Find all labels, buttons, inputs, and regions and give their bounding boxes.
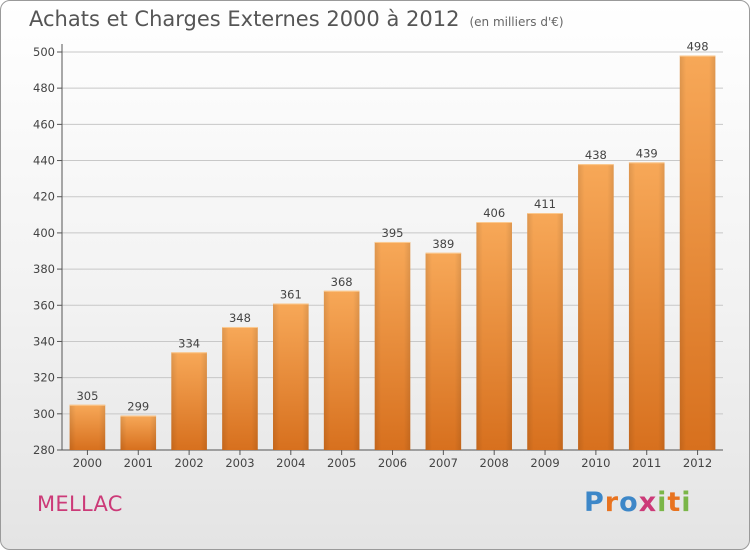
data-label: 299 [127, 400, 149, 414]
x-tick-label: 2005 [327, 456, 356, 470]
y-tick-label: 400 [33, 226, 55, 240]
x-tick-label: 2006 [378, 456, 407, 470]
data-label: 498 [687, 40, 709, 54]
x-tick-label: 2007 [429, 456, 458, 470]
bar-shade [679, 55, 716, 450]
x-tick-label: 2001 [124, 456, 153, 470]
proxiti-logo: Proxiti [584, 487, 692, 518]
y-tick-label: 340 [33, 334, 55, 348]
data-label: 411 [534, 197, 556, 211]
title-text: Achats et Charges Externes 2000 à 2012 [29, 7, 460, 31]
brand-letter: P [584, 487, 605, 518]
data-label: 334 [178, 336, 200, 350]
y-tick-label: 300 [33, 407, 55, 421]
x-tick-label: 2009 [530, 456, 559, 470]
y-tick-label: 360 [33, 298, 55, 312]
bar-shade [69, 404, 106, 450]
data-label: 348 [229, 311, 251, 325]
data-label: 438 [585, 148, 607, 162]
label-layer: 305 299 334 348 361 368 395 389 406 411 438 439 498 [76, 40, 708, 414]
y-tick-label: 380 [33, 262, 55, 276]
bar-shade [628, 162, 665, 450]
unit-label: (en milliers d'€) [469, 15, 564, 29]
data-label: 361 [280, 287, 302, 301]
x-tick-label: 2003 [225, 456, 254, 470]
data-label: 395 [382, 226, 404, 240]
commune-name: MELLAC [37, 492, 123, 516]
bar-layer [69, 55, 716, 450]
y-tick-label: 320 [33, 371, 55, 385]
bar-shade [425, 252, 462, 450]
y-tick-label: 500 [33, 45, 55, 59]
y-tick-label: 460 [33, 117, 55, 131]
bar-shade [374, 241, 411, 450]
bar-shade [527, 213, 563, 450]
brand-letter: i [657, 487, 668, 518]
brand-letter: t [667, 487, 682, 518]
bar-shade [476, 222, 512, 450]
chart-title: Achats et Charges Externes 2000 à 2012 (e… [29, 7, 564, 31]
x-tick-label: 2008 [480, 456, 509, 470]
y-tick-label: 440 [33, 154, 55, 168]
bar-shade [120, 415, 157, 450]
y-tick-label: 420 [33, 190, 55, 204]
bar-shade [273, 303, 309, 450]
data-label: 439 [636, 146, 658, 160]
data-label: 305 [76, 389, 98, 403]
x-tick-label: 2010 [581, 456, 610, 470]
data-label: 406 [483, 206, 505, 220]
brand-letter: r [604, 487, 620, 518]
brand-letter: x [638, 487, 658, 518]
brand-letter: o [619, 487, 639, 518]
data-label: 368 [331, 275, 353, 289]
y-tick-label: 280 [33, 443, 55, 457]
x-tick-label: 2000 [73, 456, 102, 470]
brand-letter: i [681, 487, 692, 518]
y-tick-label: 480 [33, 81, 55, 95]
bar-shade [222, 326, 258, 450]
bar-shade [323, 290, 360, 450]
x-tick-label: 2012 [683, 456, 712, 470]
x-tick-label: 2002 [174, 456, 203, 470]
x-tick-label: 2011 [632, 456, 661, 470]
data-label: 389 [432, 237, 454, 251]
x-tick-label: 2004 [276, 456, 305, 470]
bar-shade [578, 164, 614, 450]
bar-shade [171, 352, 207, 450]
